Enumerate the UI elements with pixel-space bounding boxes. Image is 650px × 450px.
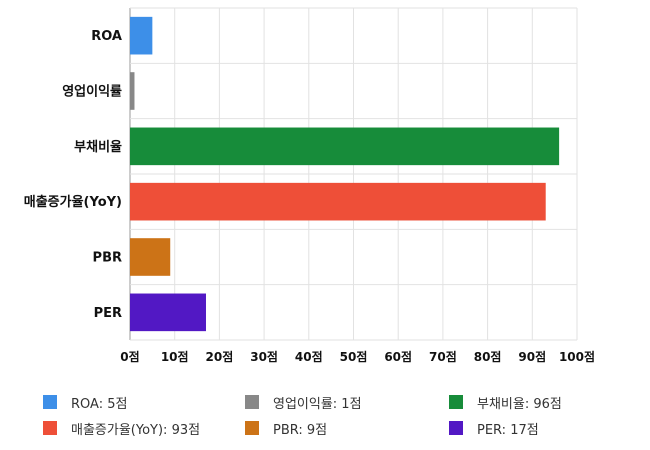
bar [130,72,135,110]
x-tick-label: 50점 [340,349,368,364]
category-label: 영업이익률 [62,84,122,100]
bar [130,238,171,276]
x-tick-label: 90점 [518,349,546,364]
legend-item: 매출증가율(YoY): 93점 [43,418,200,438]
legend-swatch [43,395,57,409]
legend-swatch [449,421,463,435]
legend-swatch [245,395,259,409]
bars [130,16,560,332]
x-tick-label: 100점 [559,349,595,364]
legend-item: 부채비율: 96점 [449,392,562,412]
legend-label: 매출증가율(YoY): 93점 [71,422,201,438]
legend-swatch [43,421,57,435]
legend-label: ROA: 5점 [71,396,128,412]
category-label: PER [94,306,122,321]
x-tick-label: 10점 [161,349,189,364]
x-tick-label: 0점 [120,349,139,364]
bar [130,127,560,166]
category-label: 부채비율 [74,139,122,155]
legend-swatch [245,421,259,435]
legend-label: PER: 17점 [477,422,539,438]
x-tick-label: 80점 [474,349,502,364]
x-tick-label: 70점 [429,349,457,364]
legend-item: ROA: 5점 [43,392,127,412]
legend-label: 영업이익률: 1점 [273,396,362,412]
bar [130,182,546,221]
legend-label: PBR: 9점 [273,422,328,438]
legend-item: 영업이익률: 1점 [245,392,362,412]
x-tick-label: 20점 [206,349,234,364]
legend-item: PBR: 9점 [245,418,327,438]
x-tick-label: 60점 [384,349,412,364]
bar [130,16,153,55]
category-label: ROA [91,29,122,44]
x-axis-tick-labels: 0점 10점 20점 30점 40점 50점 60점 70점 80점 90점 100점 [120,349,595,364]
x-tick-label: 40점 [295,349,323,364]
bar [130,293,206,332]
legend-item: PER: 17점 [449,418,539,438]
grid-lines [129,7,578,341]
legend-swatch [449,395,463,409]
legend-label: 부채비율: 96점 [477,396,562,412]
category-label: 매출증가율(YoY) [24,194,122,210]
x-tick-label: 30점 [250,349,278,364]
category-label: PBR [93,251,122,266]
